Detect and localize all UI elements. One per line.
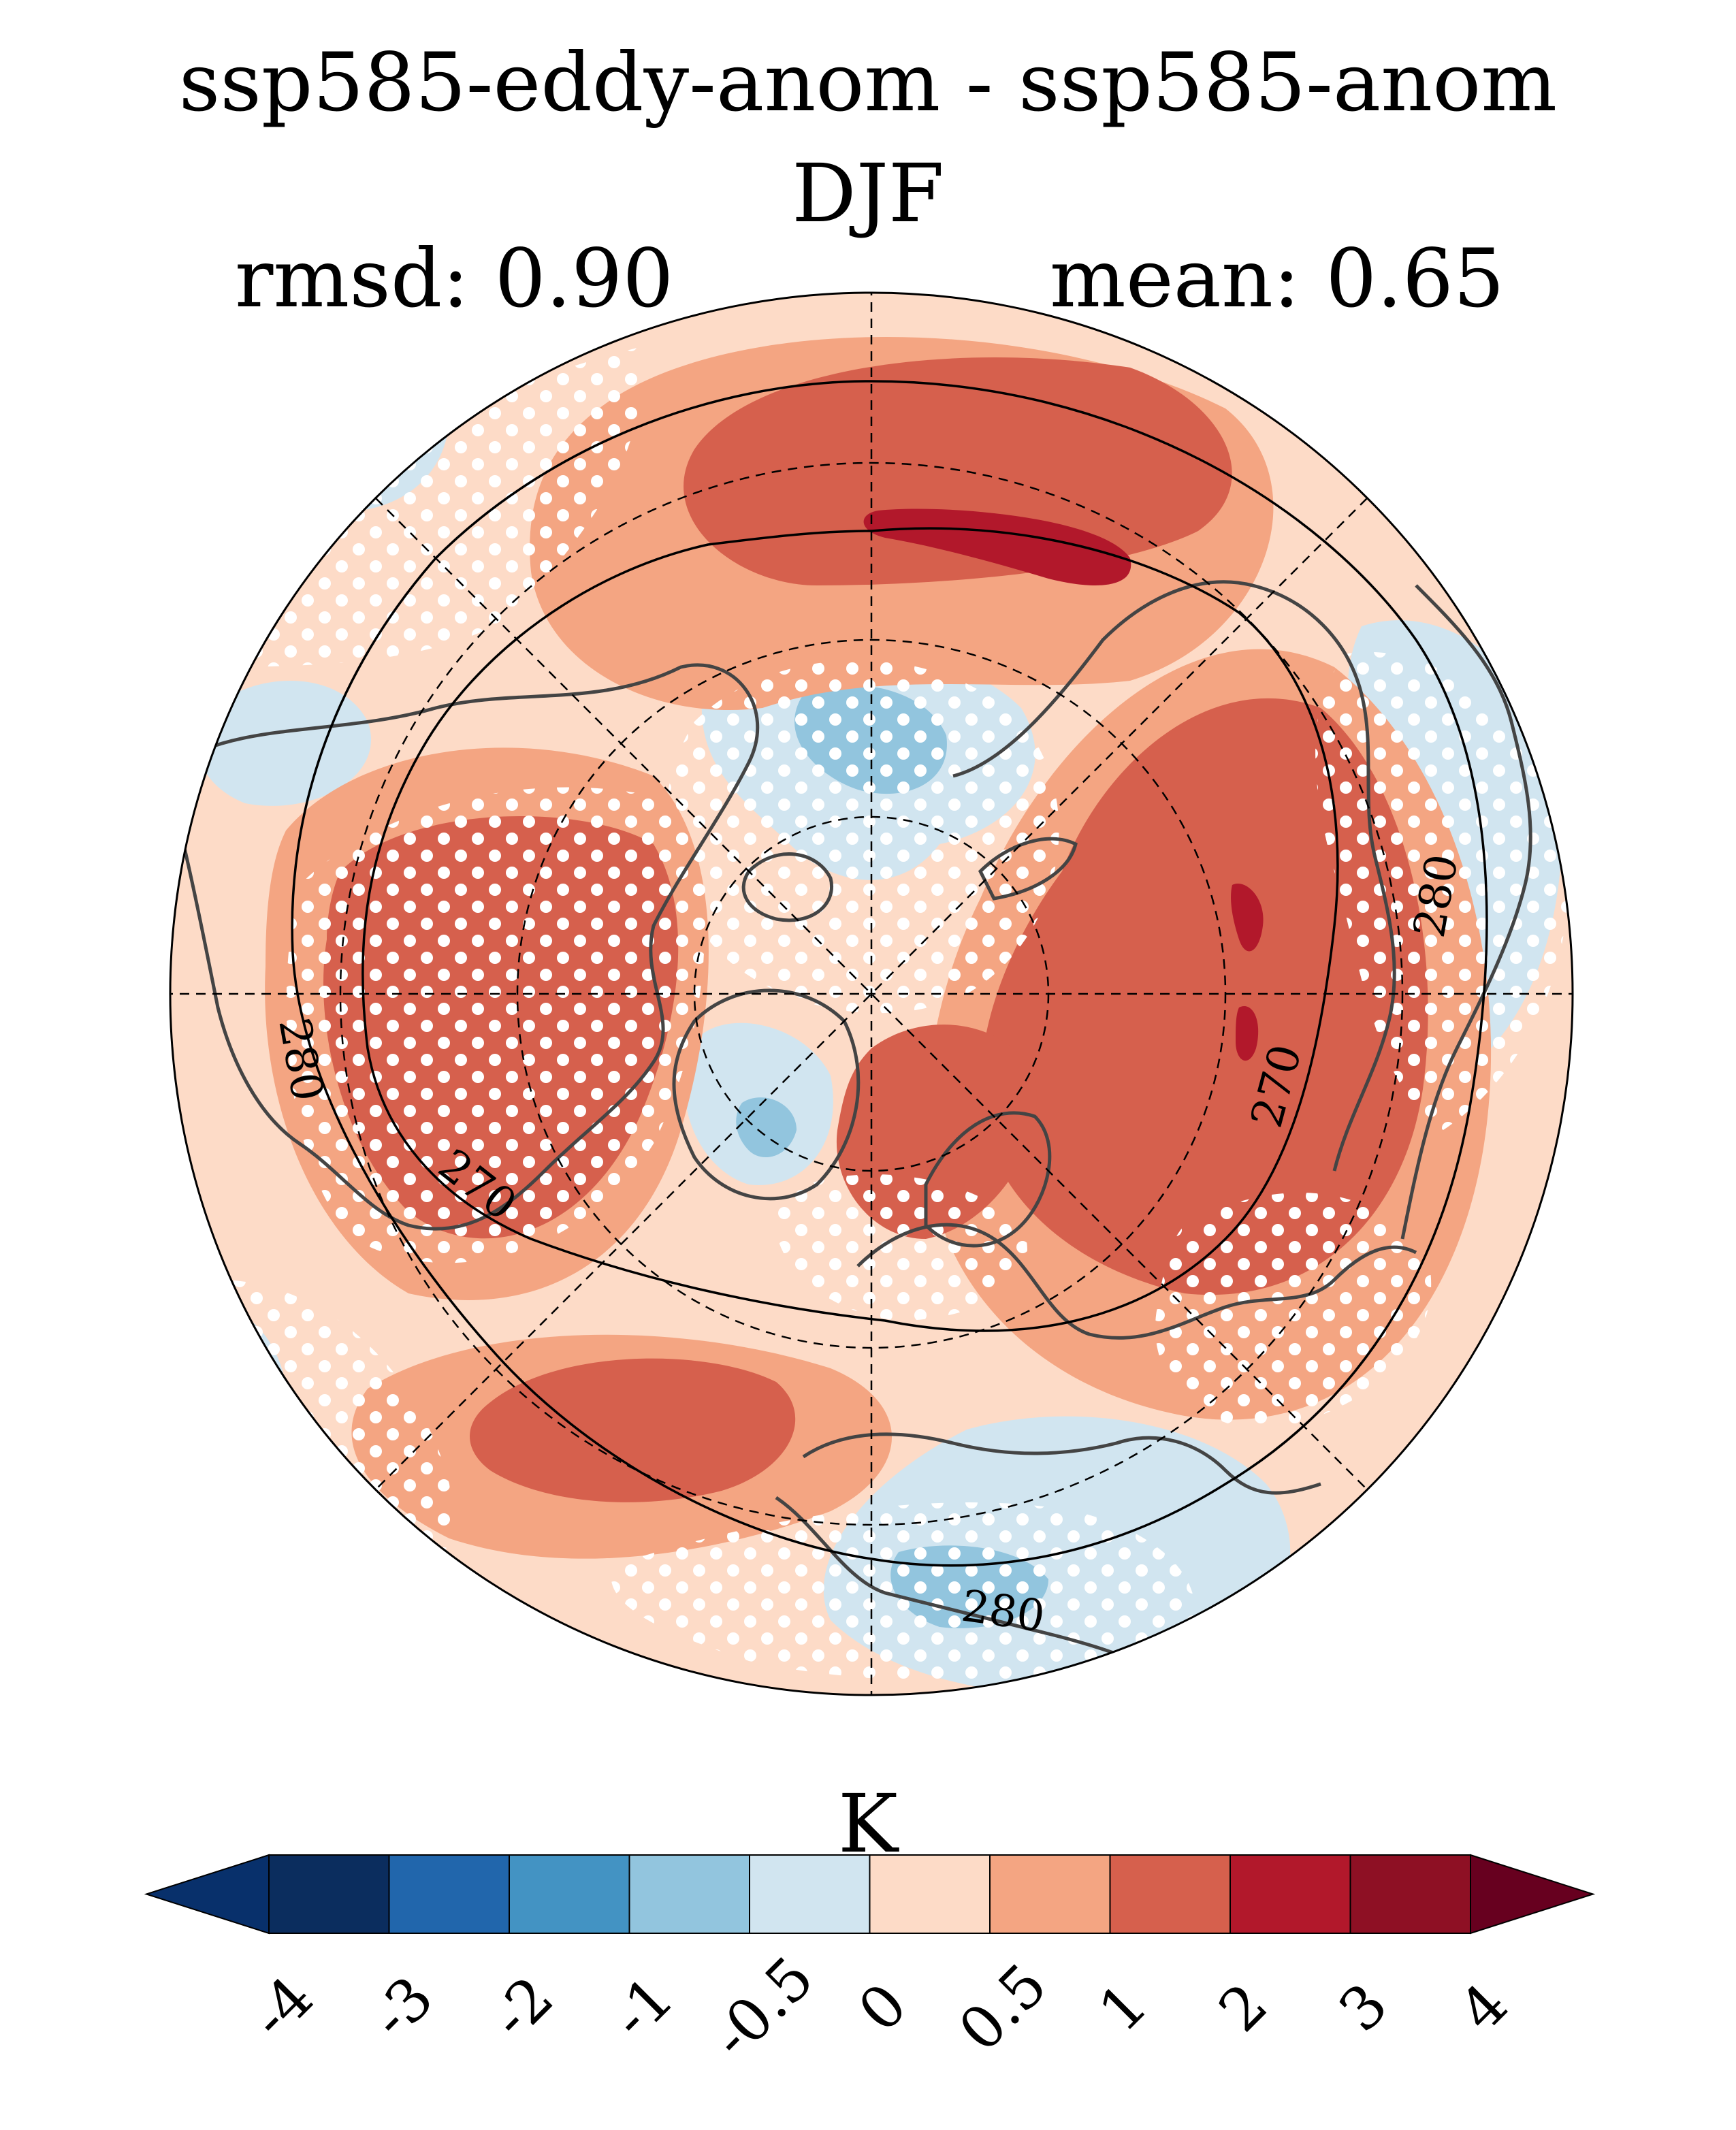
colorbar-box [389, 1855, 510, 1933]
colorbar-box [1230, 1855, 1351, 1933]
colorbar-tick-label: -1 [598, 1964, 687, 2052]
colorbar-box [509, 1855, 630, 1933]
colorbar-tick-label: 0 [846, 1971, 920, 2045]
colorbar-tick-label: -4 [238, 1964, 327, 2052]
colorbar-box [1110, 1855, 1231, 1933]
colorbar-box [630, 1855, 750, 1933]
map-title: ssp585-eddy-anom - ssp585-anom [0, 42, 1736, 123]
colorbar: -4 -3 -2 -1 -0.5 0 0.5 1 2 3 4 [0, 1756, 1736, 2124]
colorbar-box [750, 1855, 870, 1933]
season-label: DJF [0, 153, 1736, 233]
colorbar-tick-label: 4 [1447, 1971, 1521, 2045]
colorbar-boxes [146, 1855, 1593, 1933]
colorbar-box [269, 1855, 389, 1933]
colorbar-tick-label: -2 [479, 1964, 567, 2052]
colorbar-extend-low [146, 1855, 269, 1933]
colorbar-tick-label: 1 [1086, 1971, 1160, 2045]
colorbar-tick-label: -0.5 [699, 1944, 827, 2072]
colorbar-box [870, 1855, 991, 1933]
colorbar-box [1351, 1855, 1471, 1933]
colorbar-box [990, 1855, 1110, 1933]
colorbar-tick-label: -3 [358, 1964, 447, 2052]
colorbar-tick-label: 2 [1206, 1971, 1281, 2045]
colorbar-ticks: -4 -3 -2 -1 -0.5 0 0.5 1 2 3 4 [238, 1944, 1522, 2072]
colorbar-tick-label: 3 [1326, 1971, 1400, 2045]
polar-map: 280 270 270 280 280 [163, 286, 1579, 1702]
colorbar-extend-high [1470, 1855, 1593, 1933]
colorbar-tick-label: 0.5 [946, 1951, 1060, 2065]
